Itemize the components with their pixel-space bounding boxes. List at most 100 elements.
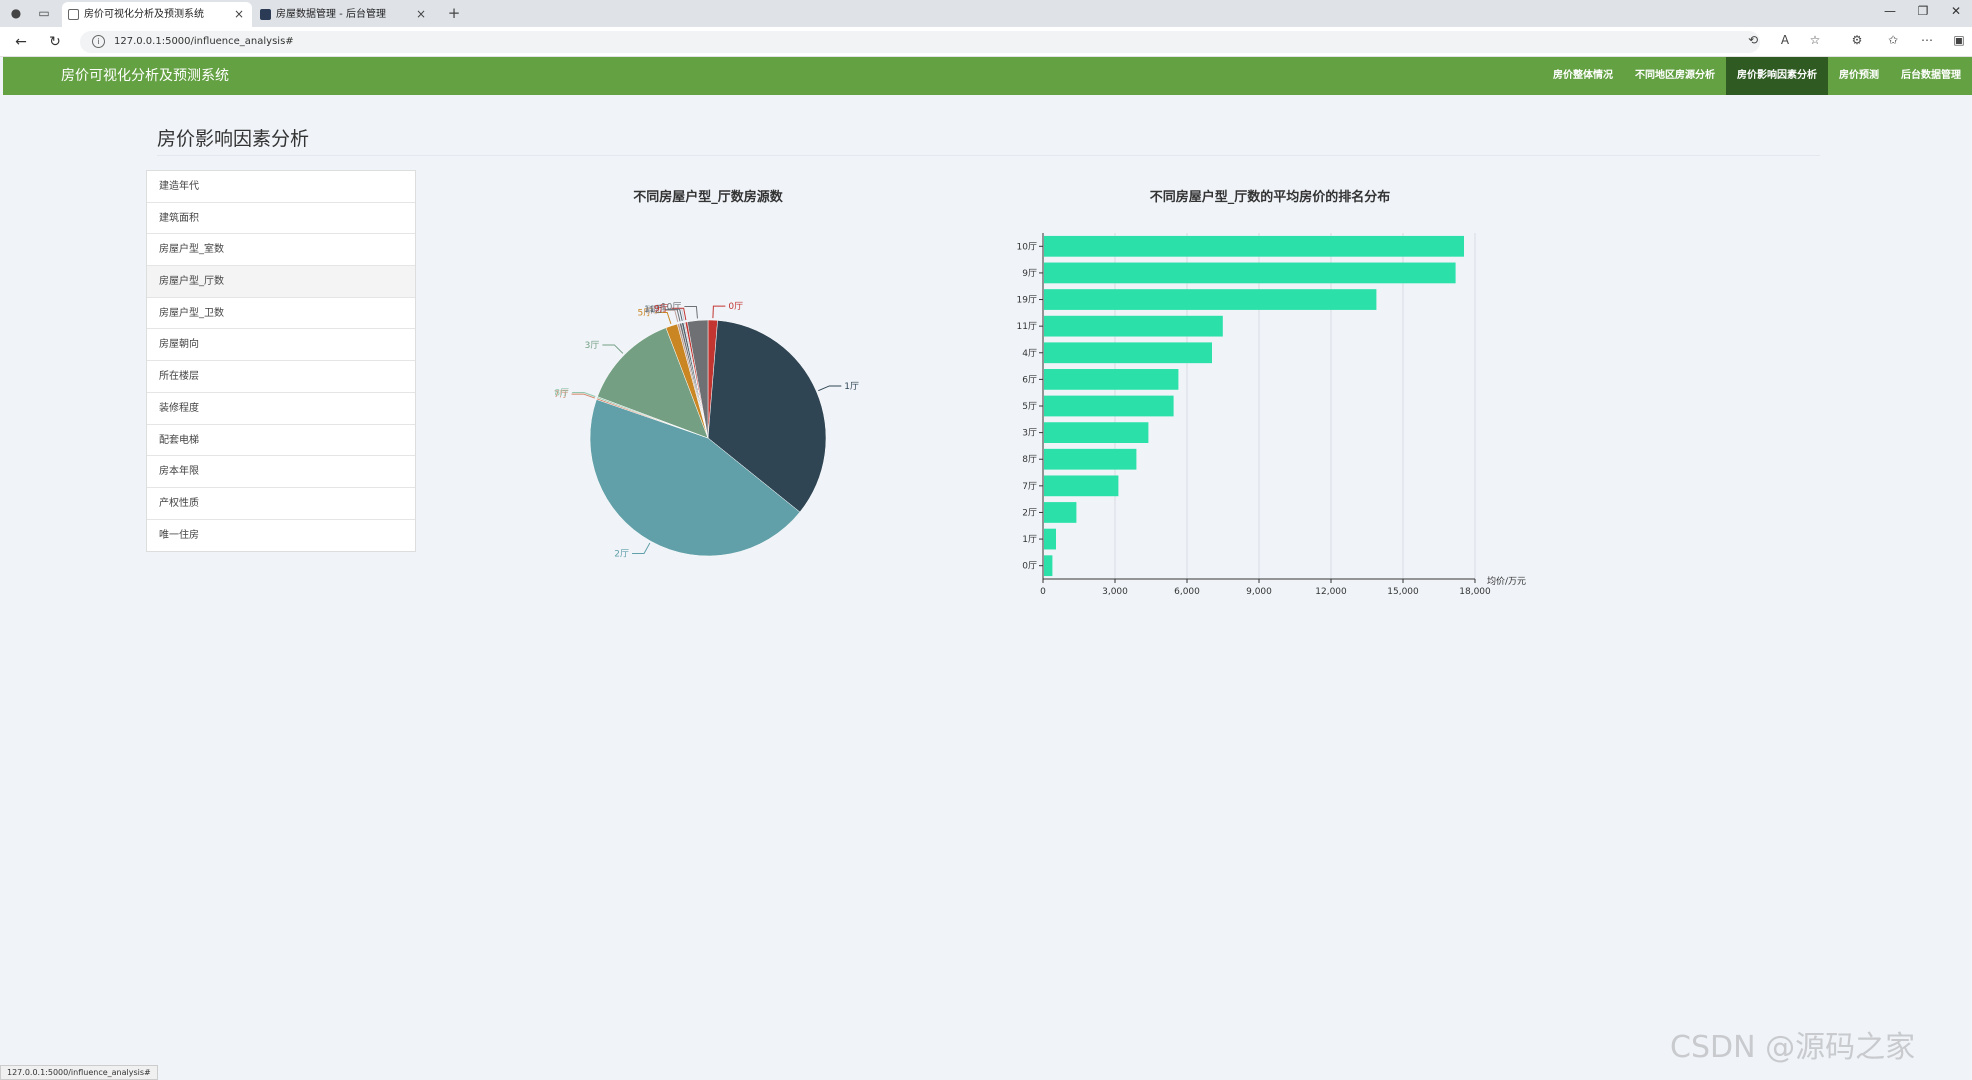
pie-label: 7厅 [554,389,569,400]
y-tick-label: 8厅 [1022,454,1037,465]
x-axis-label: 均价/万元 [1487,575,1526,587]
pie-leader-line [632,542,651,554]
bar [1044,369,1179,390]
y-tick-label: 4厅 [1022,348,1037,359]
factor-item[interactable]: 房屋户型_室数 [147,234,415,267]
factor-item[interactable]: 唯一住房 [159,529,199,541]
profile-icon[interactable]: ● [10,6,22,20]
pie-leader-line [655,311,672,325]
status-bar-url: 127.0.0.1:5000/influence_analysis# [0,1065,158,1080]
factor-item[interactable]: 房屋户型_卫数 [147,298,415,330]
factor-item[interactable]: 房本年限 [147,456,415,488]
bar [1044,422,1149,443]
pie-label: 0厅 [728,301,743,312]
pie-leader-line [665,309,681,322]
pie-label: 2厅 [614,548,629,559]
reload-icon[interactable]: ↻ [49,34,61,50]
pie-leader-line [712,305,726,319]
info-icon[interactable]: i [92,35,105,48]
factor-item-active[interactable]: 房屋户型_厅数 [147,266,415,298]
close-tab-icon[interactable]: × [233,7,244,21]
y-tick-label: 2厅 [1022,507,1037,518]
x-tick-label: 18,000 [1459,587,1491,597]
pie-label: 5厅 [637,307,652,318]
close-window-icon[interactable]: ✕ [1950,4,1962,18]
y-tick-label: 1厅 [1022,534,1037,545]
favorite-star-icon[interactable]: ☆ [1809,33,1821,47]
bar [1044,315,1223,337]
y-tick-label: 19厅 [1017,295,1037,306]
pie-label: 11厅 [644,304,664,315]
title-divider [157,155,1820,156]
bar [1044,289,1377,310]
bar [1044,475,1119,497]
x-tick-label: 3,000 [1102,587,1128,597]
pie-leader-line [571,393,596,399]
sidebar-icon[interactable]: ▣ [1953,33,1965,47]
y-tick-label: 3厅 [1022,428,1037,439]
y-tick-label: 7厅 [1022,481,1037,492]
browser-tab-bar: ● ▭ 房价可视化分析及预测系统 × 房屋数据管理 - 后台管理 × + — ❐… [0,0,1972,27]
factor-item[interactable]: 所在楼层 [147,361,415,393]
minimize-icon[interactable]: — [1884,4,1896,18]
y-tick-label: 10厅 [1017,241,1037,252]
app-header: 房价可视化分析及预测系统 房价整体情况 不同地区房源分析 房价影响因素分析 房价… [3,57,1972,95]
page-icon [260,9,271,20]
factor-item[interactable]: 配套电梯 [147,425,415,457]
bar [1044,395,1174,417]
pie-slice [589,399,801,557]
page-icon [68,9,79,20]
read-aloud-icon[interactable]: A [1780,33,1790,47]
pie-label: 4厅 [647,305,662,316]
pie-leader-line [662,309,679,322]
factor-item[interactable]: 房屋朝向 [147,329,415,362]
bar [1044,528,1056,550]
new-tab-icon[interactable]: + [447,4,461,22]
restore-icon[interactable]: ❐ [1917,4,1929,18]
pie-label: 10厅 [661,302,681,313]
factor-item[interactable]: 建筑面积 [147,203,415,235]
bar [1044,555,1053,577]
pie-leader-line [818,385,842,392]
tab-actions-icon[interactable]: ▭ [38,6,50,20]
x-tick-label: 12,000 [1315,587,1347,597]
bar [1044,448,1137,470]
y-tick-label: 9厅 [1022,268,1037,279]
favorites-icon[interactable]: ✩ [1887,33,1899,47]
factor-list: 建造年代 建筑面积 房屋户型_室数 房屋户型_厅数 房屋户型_卫数 房屋朝向 所… [146,170,416,553]
y-tick-label: 11厅 [1017,321,1037,332]
pie-slice [597,327,709,439]
brand-title[interactable]: 房价可视化分析及预测系统 [61,68,229,84]
factor-item[interactable]: 装修程度 [147,393,415,425]
nav-influence[interactable]: 房价影响因素分析 [1726,57,1828,95]
bar [1044,342,1212,364]
pie-label: 6厅 [645,305,660,316]
browser-tab[interactable]: 房屋数据管理 - 后台管理 × [254,2,434,27]
nav-predict[interactable]: 房价预测 [1839,70,1879,81]
browser-tab-active[interactable]: 房价可视化分析及预测系统 × [62,2,252,27]
back-icon[interactable]: ← [15,34,27,50]
tab-title: 房屋数据管理 - 后台管理 [276,9,386,20]
x-tick-label: 9,000 [1246,587,1272,597]
close-tab-icon[interactable]: × [415,7,426,21]
nav-region[interactable]: 不同地区房源分析 [1635,70,1715,81]
extensions-icon[interactable]: ⚙ [1851,33,1863,47]
pie-leader-line [572,392,596,398]
more-icon[interactable]: ⋯ [1921,33,1933,47]
page-title: 房价影响因素分析 [157,128,310,150]
bar [1044,235,1464,257]
x-tick-label: 0 [1040,587,1046,597]
url-text: 127.0.0.1:5000/influence_analysis# [114,36,294,47]
nav-overall[interactable]: 房价整体情况 [1553,70,1613,81]
pie-leader-line [602,344,624,354]
translate-icon[interactable]: ⟲ [1747,33,1759,47]
address-bar: ← ↻ i 127.0.0.1:5000/influence_analysis#… [0,27,1972,57]
factor-item[interactable]: 建造年代 [147,171,415,203]
url-field[interactable]: i 127.0.0.1:5000/influence_analysis# [80,31,1760,53]
pie-label: 9厅 [654,303,669,314]
pie-leader-line [684,306,698,319]
factor-item[interactable]: 产权性质 [147,488,415,520]
nav-admin[interactable]: 后台数据管理 [1901,70,1961,81]
